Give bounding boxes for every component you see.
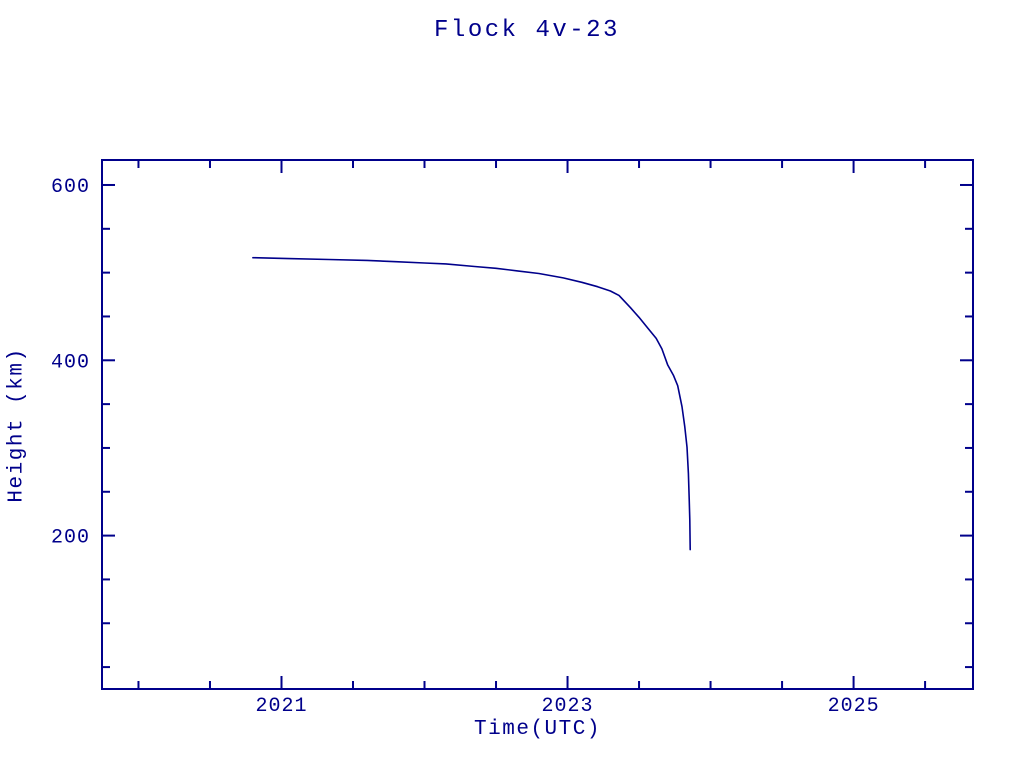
x-tick-label: 2025 — [828, 695, 880, 718]
axis-ticks — [102, 160, 973, 689]
axes-box — [101, 159, 974, 690]
axis-tick-labels: 2021 2023 2025 200 400 600 — [51, 176, 880, 718]
x-tick-label: 2021 — [255, 695, 307, 718]
y-tick-label: 200 — [51, 527, 90, 550]
y-tick-label: 400 — [51, 351, 90, 374]
x-axis-label: Time(UTC) — [474, 718, 601, 741]
chart-title: Flock 4v-23 — [434, 17, 620, 44]
x-tick-label: 2023 — [542, 695, 594, 718]
plot-frame — [101, 159, 974, 690]
decay-curve — [252, 256, 692, 551]
y-tick-label: 600 — [51, 176, 90, 199]
